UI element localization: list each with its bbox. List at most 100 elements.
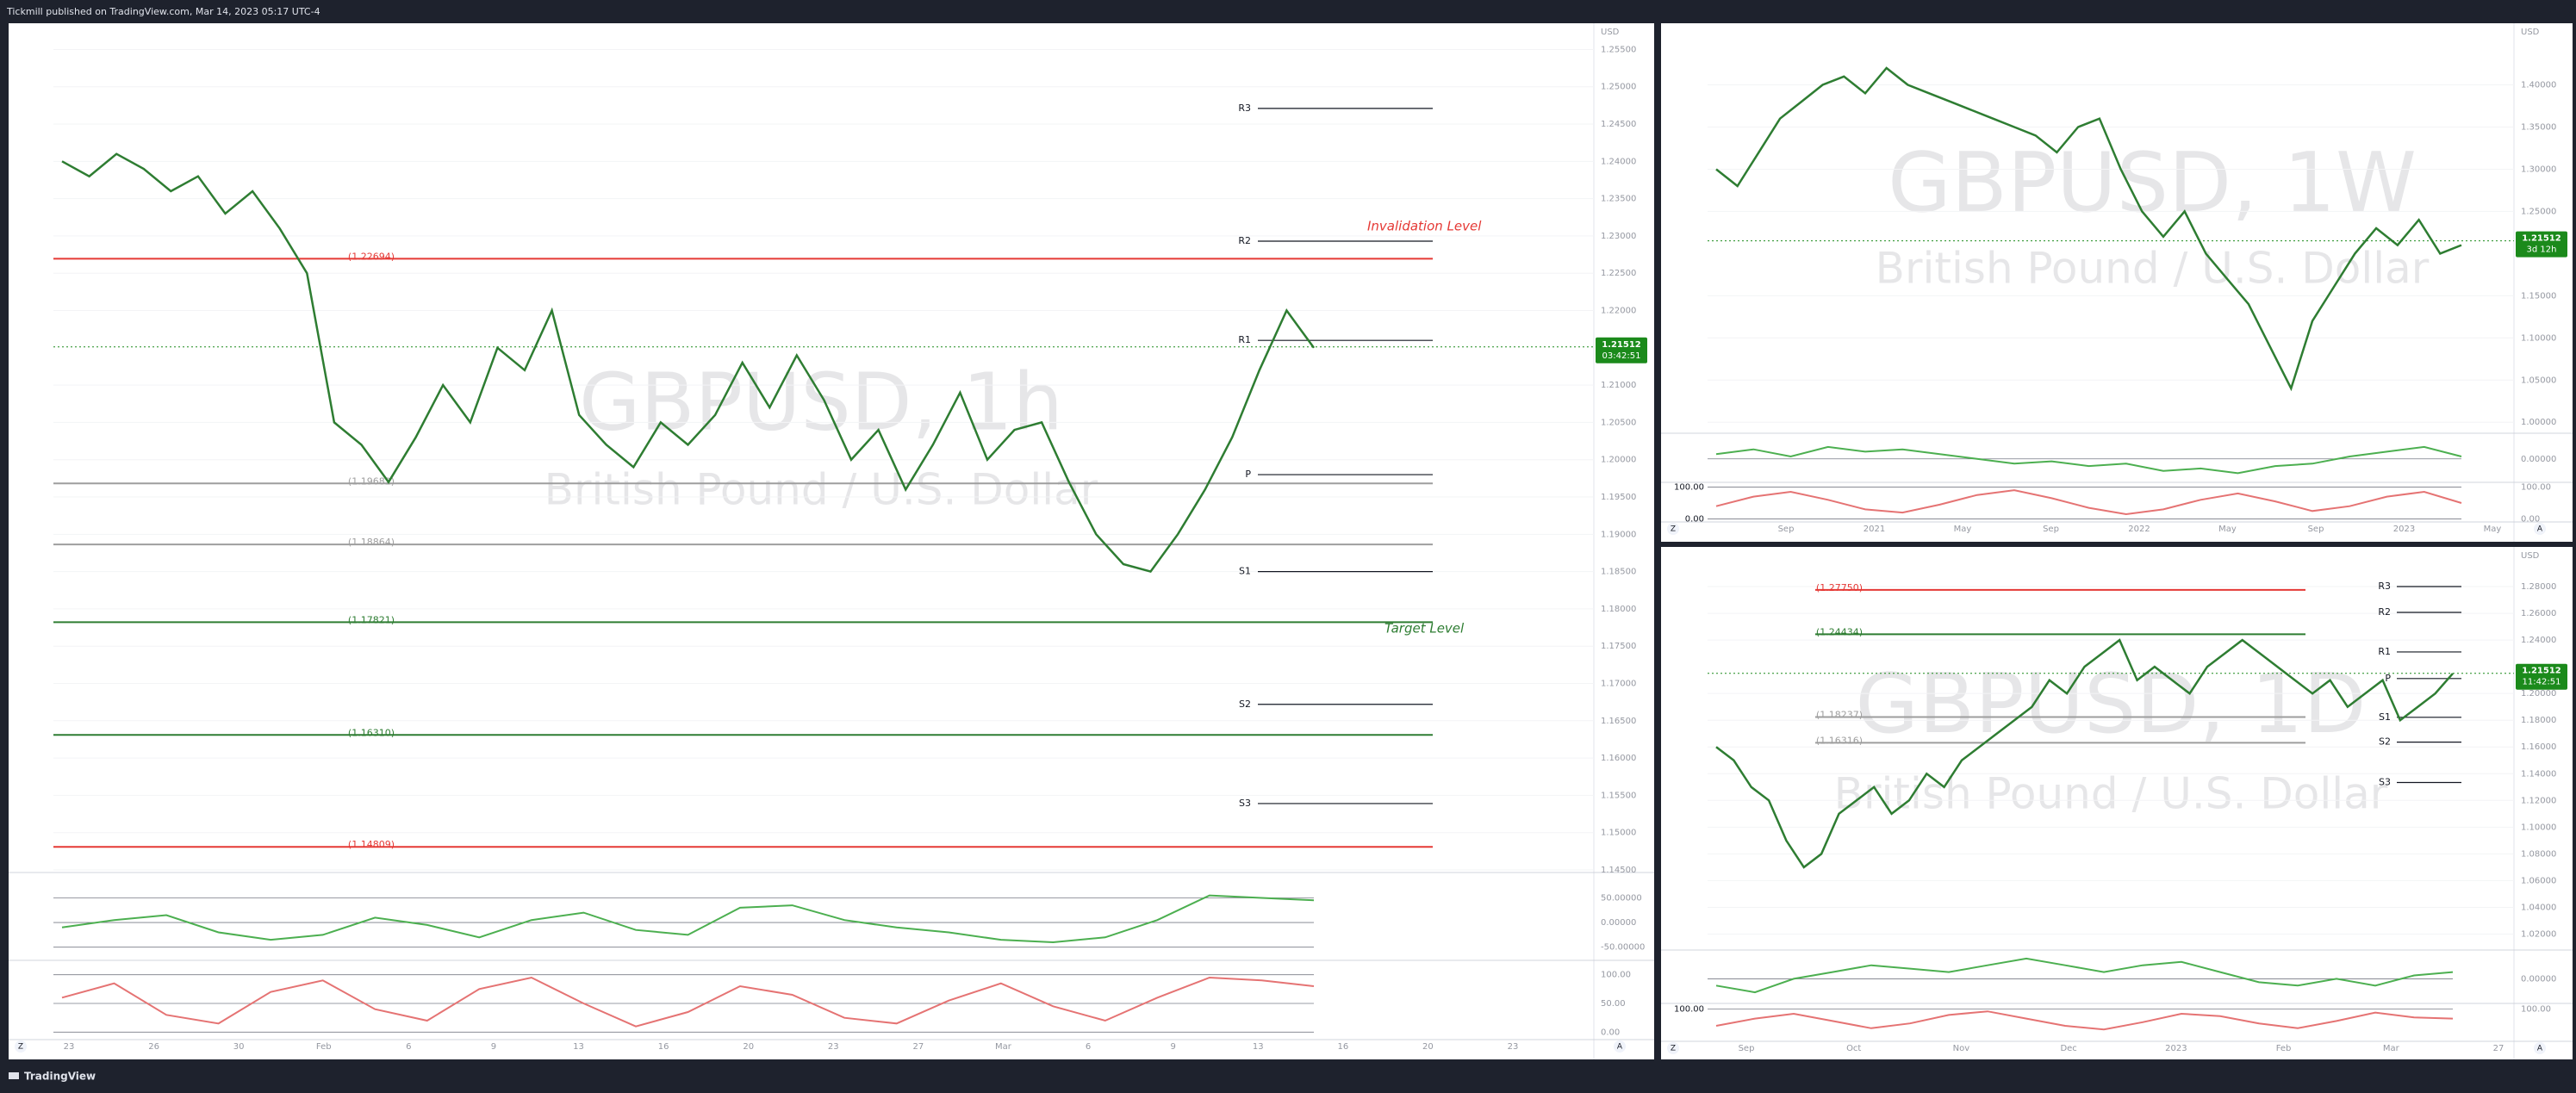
time-label: Sep <box>1739 1044 1755 1053</box>
scale-button-label: A <box>1617 1043 1623 1052</box>
scale-button-label: Z <box>18 1043 23 1052</box>
price-tick-label: 1.16000 <box>2521 742 2556 752</box>
price-label-box <box>1596 337 1647 363</box>
price-label-box <box>2516 663 2567 690</box>
osc-line <box>61 894 1315 944</box>
time-label: May <box>1954 525 1972 534</box>
price-tick-label: 1.00000 <box>2521 418 2556 427</box>
annotation: Target Level <box>1384 621 1465 637</box>
pivot-label: S1 <box>2379 711 2391 723</box>
scale-button[interactable] <box>1667 523 1679 535</box>
price-tick-label: 1.20000 <box>2521 689 2556 699</box>
price-tick-label: 1.22000 <box>1601 307 1636 316</box>
time-label: 27 <box>913 1042 924 1052</box>
time-label: Sep <box>1778 525 1795 534</box>
time-label: Mar <box>995 1042 1012 1052</box>
price-tick-label: 1.19000 <box>1601 530 1636 539</box>
price-tick-label: 1.20500 <box>1601 418 1636 427</box>
time-label: Feb <box>316 1042 332 1052</box>
indicator-tick-label: 100.00 <box>2521 1004 2551 1014</box>
watermark: GBPUSD, 1h <box>579 356 1063 448</box>
pivot-label: R2 <box>1238 235 1251 246</box>
indicator-tick-label: 0.00000 <box>2521 974 2556 984</box>
time-label: 13 <box>573 1042 584 1052</box>
price-tick-label: 1.23500 <box>1601 195 1636 204</box>
pivot-label: S2 <box>2379 736 2391 748</box>
time-label: 20 <box>1422 1042 1434 1052</box>
price-tick-label: 1.24500 <box>1601 120 1636 129</box>
level-label: (1.17821) <box>348 614 395 625</box>
price-tick-label: 1.25500 <box>1601 45 1636 54</box>
pivot-label: R1 <box>1238 334 1251 345</box>
panel-background <box>1661 23 2573 542</box>
price-tick-label: 1.19500 <box>1601 493 1636 502</box>
pivot-label: S2 <box>1239 699 1251 710</box>
price-tick-label: 1.10000 <box>2521 823 2556 832</box>
scale-button-label: A <box>2537 525 2543 534</box>
price-label: 1.21512 <box>1602 340 1641 350</box>
time-label: Nov <box>1953 1044 1970 1053</box>
panel-background <box>9 23 1654 1059</box>
price-line <box>1715 638 2454 869</box>
level-label: (1.19682) <box>348 475 395 487</box>
time-label: 9 <box>1170 1042 1175 1052</box>
indicator-tick-label: -50.00000 <box>1601 943 1645 953</box>
indicator-tick-label: 0.00000 <box>2521 455 2556 464</box>
level-label: (1.22694) <box>348 251 395 262</box>
price-tick-label: 1.18000 <box>2521 716 2556 725</box>
time-label: 20 <box>743 1042 754 1052</box>
price-tick-label: 1.14000 <box>2521 769 2556 779</box>
indicator-left-label: 100.00 <box>1674 482 1704 492</box>
scale-button[interactable] <box>1614 1040 1626 1053</box>
indicator-tick-label: 100.00 <box>2521 482 2551 492</box>
price-line <box>1715 66 2462 392</box>
price-tick-label: 1.06000 <box>2521 876 2556 885</box>
indicator-tick-label: 0.00000 <box>1601 918 1636 928</box>
price-tick-label: 1.35000 <box>2521 123 2556 133</box>
stoch-line <box>1715 1010 2454 1031</box>
watermark-subtitle: British Pound / U.S. Dollar <box>544 465 1098 515</box>
watermark-subtitle: British Pound / U.S. Dollar <box>1834 769 2388 819</box>
pivot-label: R1 <box>2378 646 2391 657</box>
price-tick-label: 1.30000 <box>2521 165 2556 174</box>
time-label: 9 <box>491 1042 496 1052</box>
price-line <box>61 152 1316 574</box>
currency: USD <box>1601 28 1620 37</box>
time-label: 16 <box>1337 1042 1348 1052</box>
time-label: 23 <box>1508 1042 1519 1052</box>
price-tick-label: 1.21000 <box>1601 381 1636 390</box>
publisher-line: Tickmill published on TradingView.com, M… <box>6 6 320 17</box>
osc-line <box>1715 445 2462 475</box>
price-tick-label: 1.24000 <box>2521 636 2556 645</box>
pivot-label: P <box>2385 673 2391 684</box>
price-tick-label: 1.15000 <box>2521 291 2556 301</box>
time-label: 23 <box>828 1042 839 1052</box>
indicator-tick-label: 50.00 <box>1601 999 1626 1009</box>
indicator-tick-label: 0.00 <box>2521 515 2540 525</box>
scale-button[interactable] <box>2534 523 2546 535</box>
price-label-box <box>2516 231 2567 258</box>
price-tick-label: 1.16000 <box>1601 754 1636 763</box>
time-label: May <box>2218 525 2237 534</box>
scale-button[interactable] <box>15 1040 27 1053</box>
countdown: 03:42:51 <box>1602 351 1641 361</box>
time-label: Dec <box>2060 1044 2076 1053</box>
price-tick-label: 1.02000 <box>2521 929 2556 939</box>
time-label: 2023 <box>2393 525 2415 534</box>
pivot-label: P <box>1245 469 1251 480</box>
level-label: (1.18864) <box>348 537 395 548</box>
currency: USD <box>2521 551 2540 561</box>
level-label: (1.16316) <box>1816 735 1863 746</box>
stoch-line <box>1715 489 2462 516</box>
scale-button[interactable] <box>2534 1042 2546 1054</box>
price-tick-label: 1.25000 <box>1601 83 1636 92</box>
time-label: May <box>2484 525 2502 534</box>
scale-button-label: Z <box>1671 1045 1676 1053</box>
price-label: 1.21512 <box>2522 234 2561 244</box>
scale-button[interactable] <box>1667 1042 1679 1054</box>
price-tick-label: 1.17500 <box>1601 642 1636 651</box>
watermark-subtitle: British Pound / U.S. Dollar <box>1876 244 2430 294</box>
pivot-label: S3 <box>2379 777 2391 788</box>
scale-button-label: A <box>2537 1045 2543 1053</box>
